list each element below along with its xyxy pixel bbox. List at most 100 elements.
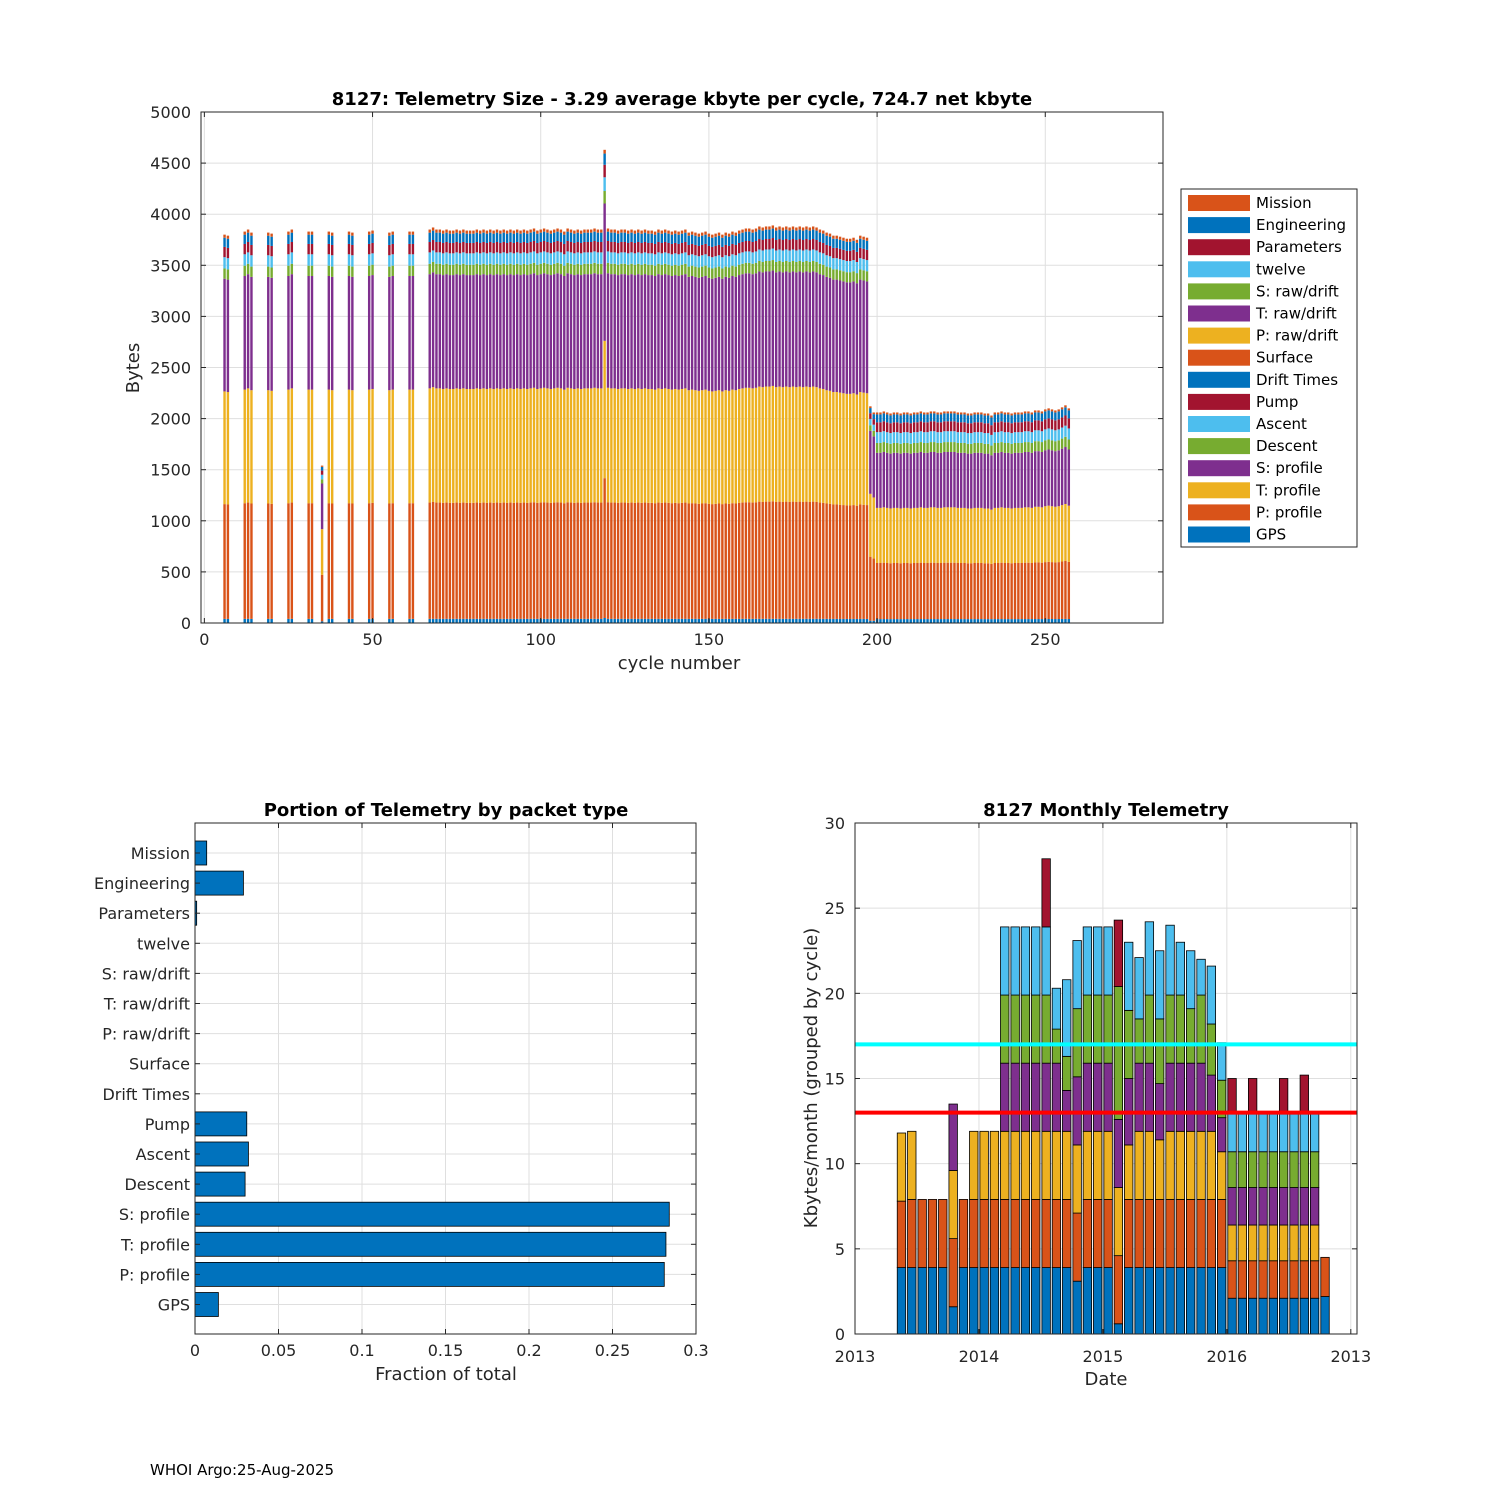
- bar-segment: [509, 229, 512, 233]
- bar-segment: [785, 226, 788, 230]
- bar-segment: [583, 618, 586, 623]
- bar-segment: [1144, 1130, 1155, 1200]
- bar-segment: [805, 249, 808, 261]
- bar-segment: [347, 265, 351, 276]
- bar-segment: [653, 503, 657, 619]
- bar-segment: [226, 269, 230, 280]
- bar-segment: [1289, 1187, 1299, 1226]
- bar-segment: [475, 618, 479, 623]
- bar-segment: [505, 275, 509, 389]
- bar-segment: [660, 253, 664, 265]
- bar-segment: [502, 241, 505, 253]
- bar-segment: [724, 235, 727, 245]
- bar-segment: [1023, 562, 1027, 620]
- bar-segment: [223, 618, 226, 623]
- bar-segment: [865, 240, 869, 250]
- bar-segment: [566, 387, 569, 503]
- cycle-bar: [808, 227, 812, 623]
- bar-segment: [1010, 423, 1013, 434]
- bar-segment: [435, 502, 438, 619]
- bar-segment: [966, 413, 970, 416]
- bar-segment: [852, 240, 855, 250]
- bar-segment: [724, 266, 727, 277]
- bar-segment: [889, 433, 892, 444]
- bar-segment: [485, 242, 489, 254]
- bar-segment: [435, 241, 438, 253]
- bar-segment: [825, 390, 828, 504]
- legend-entry: Surface: [1256, 349, 1313, 367]
- bar-segment: [953, 507, 956, 563]
- bar-segment: [435, 274, 438, 389]
- month-bar: [1186, 950, 1196, 1335]
- cycle-bar: [593, 228, 596, 623]
- legend-entry: Pump: [1256, 393, 1298, 411]
- bar-segment: [630, 241, 633, 253]
- bar-segment: [633, 230, 637, 234]
- bar-segment: [576, 274, 579, 389]
- bar-segment: [885, 452, 889, 508]
- bar-segment: [761, 240, 764, 251]
- bar-segment: [694, 232, 697, 236]
- bar-segment: [388, 390, 391, 504]
- bar-segment: [462, 263, 465, 275]
- bar-segment: [556, 502, 559, 619]
- bar-segment: [980, 507, 983, 563]
- bar-segment: [408, 243, 411, 255]
- bar-segment: [1027, 451, 1030, 508]
- bar-segment: [539, 252, 542, 264]
- bar-segment: [620, 263, 623, 275]
- bar-segment: [811, 249, 815, 261]
- bar-segment: [270, 245, 273, 257]
- bar-segment: [1217, 1117, 1227, 1153]
- bar-segment: [697, 390, 701, 504]
- bar-segment: [704, 503, 707, 619]
- bar-segment: [606, 273, 610, 388]
- bar-segment: [505, 233, 509, 243]
- bar-segment: [835, 392, 838, 505]
- bar-segment: [892, 452, 896, 508]
- x-tick-label: 2015: [1083, 1347, 1124, 1366]
- portion-bar: [194, 1201, 670, 1227]
- month-bar: [1227, 1078, 1237, 1335]
- bar-segment: [1040, 562, 1044, 620]
- cycle-bar: [499, 230, 502, 623]
- y-tick-label: 4000: [150, 205, 191, 224]
- bar-segment: [589, 388, 593, 503]
- bar-segment: [838, 248, 842, 260]
- bar-segment: [623, 232, 627, 242]
- bar-segment: [825, 618, 828, 623]
- bar-segment: [509, 274, 512, 389]
- bar-segment: [979, 1130, 989, 1200]
- bar-segment: [811, 386, 815, 502]
- bar-segment: [1050, 562, 1054, 620]
- bar-segment: [976, 412, 980, 415]
- cycle-bar: [347, 231, 351, 623]
- bar-segment: [909, 433, 912, 444]
- bar-segment: [566, 262, 569, 274]
- bar-segment: [663, 618, 667, 623]
- bar-segment: [859, 269, 862, 280]
- bar-segment: [845, 238, 849, 242]
- bar-segment: [589, 241, 593, 253]
- bar-segment: [1020, 422, 1023, 433]
- bar-segment: [610, 618, 613, 623]
- bar-segment: [509, 388, 512, 503]
- cycle-bar: [583, 229, 586, 623]
- cycle-bar: [1013, 412, 1017, 623]
- cycle-bar: [825, 232, 828, 623]
- bar-segment: [859, 392, 862, 505]
- bar-segment: [243, 503, 246, 619]
- bar-segment: [845, 505, 849, 619]
- bar-segment: [482, 618, 485, 623]
- bar-segment: [926, 442, 929, 453]
- bar-segment: [892, 422, 896, 433]
- bar-segment: [845, 272, 849, 283]
- bar-segment: [563, 618, 566, 623]
- bar-segment: [848, 393, 852, 506]
- bar-segment: [482, 263, 485, 275]
- bar-segment: [761, 618, 764, 623]
- bar-segment: [714, 236, 717, 246]
- category-label: Mission: [131, 844, 190, 863]
- bar-segment: [764, 386, 768, 502]
